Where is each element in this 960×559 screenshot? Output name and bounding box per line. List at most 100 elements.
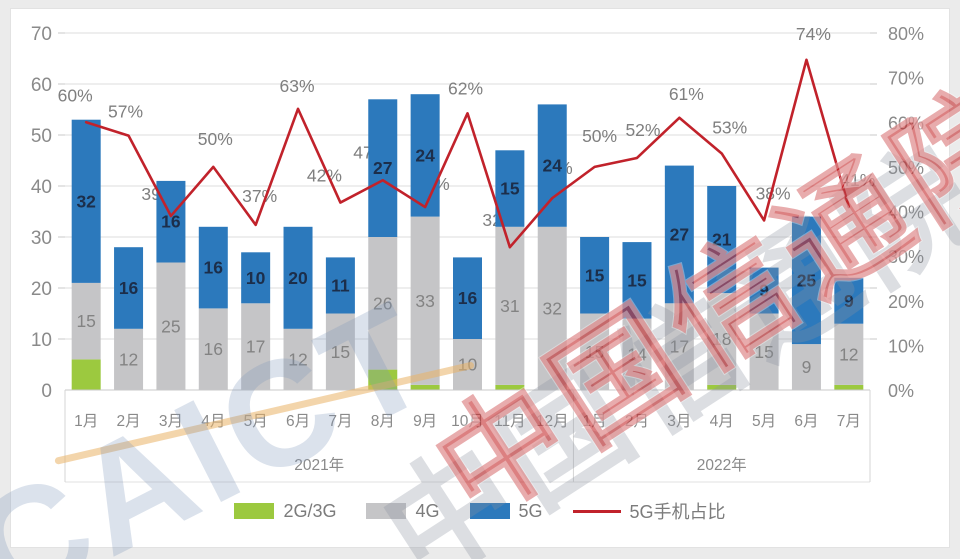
bar-value-label-4g: 32 <box>543 298 562 318</box>
bar-value-label-5g: 15 <box>500 179 520 199</box>
month-label: 1月 <box>583 413 607 430</box>
bar-value-label-4g: 15 <box>76 311 95 331</box>
percent-label: 53% <box>712 117 747 137</box>
legend-swatch-5g <box>469 503 510 519</box>
bar-segment-5g <box>622 242 652 319</box>
bar-value-label-5g: 21 <box>712 230 732 250</box>
bar-segment-5g <box>537 104 567 227</box>
bar-value-label-4g: 15 <box>331 342 350 362</box>
bar-value-label-4g: 16 <box>204 339 223 359</box>
bar-segment-4g <box>749 313 779 390</box>
right-axis-labels: 80% 70% 60% 50% 40% 30% 20% 10% 0% <box>888 24 924 401</box>
bar-segment-5g <box>325 257 355 314</box>
right-axis-tick-label: 10% <box>888 336 924 356</box>
chart-legend: 2G/3G 4G 5G 5G手机占比 <box>0 498 960 524</box>
legend-item-5g-share: 5G手机占比 <box>572 498 726 524</box>
bar-segment-5g <box>114 247 144 329</box>
percent-label: 52% <box>625 120 660 140</box>
month-label: 3月 <box>667 413 691 430</box>
month-labels: 1月 2月 3月 4月 5月 6月 7月 8月 9月 10月 11月 12月 1月 2月 3月 4月 5月 6月 7… <box>74 413 861 430</box>
bar-segment-5g <box>368 99 398 237</box>
bar-value-label-4g: 12 <box>288 349 307 369</box>
bar-value-label-5g: 11 <box>331 275 350 295</box>
bar-value-label-4g: 15 <box>754 342 773 362</box>
bar-segment-2g3g <box>368 369 398 390</box>
bar-value-label-4g: 18 <box>712 329 731 349</box>
bar-segment-5g <box>453 257 482 339</box>
percent-label: 61% <box>669 84 704 104</box>
bar-segment-5g <box>580 237 610 314</box>
legend-line-swatch-5g-share <box>572 509 621 513</box>
bar-value-label-5g: 10 <box>246 268 266 288</box>
bar-segment-4g <box>580 313 610 390</box>
bar-segment-2g3g <box>707 384 737 390</box>
bar-value-label-5g: 16 <box>161 212 181 232</box>
bar-segment-4g <box>707 293 737 385</box>
bar-segment-2g3g <box>495 384 525 390</box>
left-axis-tick-label: 50 <box>31 126 52 147</box>
percent-label: 41% <box>840 170 875 190</box>
year-label: 2022年 <box>697 456 747 474</box>
bar-segment-2g3g <box>834 384 864 390</box>
bar-value-label-5g: 24 <box>543 156 563 176</box>
month-label: 3月 <box>159 413 183 430</box>
legend-label-2g3g: 2G/3G <box>283 500 337 521</box>
percent-label: 50% <box>198 129 233 149</box>
percent-label: 42% <box>307 166 342 186</box>
month-label: 10月 <box>451 413 484 430</box>
percent-label: 74% <box>796 24 831 44</box>
month-label: 12月 <box>536 413 569 430</box>
bar-value-label-5g: 32 <box>76 191 96 211</box>
bar-value-label-5g: 27 <box>373 158 392 178</box>
month-label: 9月 <box>413 413 437 430</box>
right-axis-tick-label: 70% <box>888 69 924 89</box>
month-label: 5月 <box>244 413 268 430</box>
bars <box>71 94 864 390</box>
bar-segment-4g <box>368 237 398 370</box>
bar-segment-5g <box>791 216 821 345</box>
legend-label-5g-share: 5G手机占比 <box>629 502 726 522</box>
bar-value-label-4g: 31 <box>500 296 519 316</box>
bar-segment-4g <box>834 323 864 385</box>
right-axis-tick-label: 30% <box>888 247 924 267</box>
percent-label: 60% <box>58 85 93 105</box>
axis-frame <box>64 389 871 483</box>
bar-segment-5g <box>707 186 737 294</box>
legend-item-2g3g: 2G/3G <box>234 501 336 522</box>
bar-value-label-5g: 24 <box>415 145 435 165</box>
bar-value-label-5g: 20 <box>288 268 308 288</box>
bar-value-label-5g: 16 <box>119 278 139 298</box>
year-label: 2021年 <box>294 456 344 474</box>
left-axis-tick-label: 30 <box>31 228 52 249</box>
bar-segment-5g <box>71 119 101 283</box>
left-axis-tick-label: 40 <box>31 177 52 198</box>
percent-label: 50% <box>582 126 617 146</box>
right-axis-tick-label: 50% <box>888 158 924 178</box>
left-axis-tick-label: 0 <box>41 381 52 402</box>
bar-value-label-5g: 27 <box>670 224 689 244</box>
percent-label: 63% <box>280 76 315 96</box>
month-label: 5月 <box>752 413 776 430</box>
bar-segment-4g <box>664 303 694 390</box>
legend-label-4g: 4G <box>415 500 440 521</box>
percent-label: 37% <box>242 186 277 206</box>
month-label: 4月 <box>201 413 225 430</box>
bar-segment-5g <box>198 226 228 309</box>
month-label: 8月 <box>371 413 395 430</box>
bar-segment-5g <box>664 165 694 304</box>
left-axis-tick-label: 20 <box>31 279 52 300</box>
right-axis-tick-label: 60% <box>888 113 924 133</box>
left-axis-tick-label: 60 <box>31 75 52 96</box>
month-label: 6月 <box>794 413 818 430</box>
bar-segment-5g <box>156 180 186 263</box>
bar-value-label-4g: 25 <box>161 316 180 336</box>
bar-value-label-5g: 16 <box>204 258 224 278</box>
right-axis-tick-label: 0% <box>888 381 914 401</box>
bar-value-label-4g: 17 <box>670 337 689 357</box>
percent-label: 38% <box>756 183 791 203</box>
bar-segment-4g <box>537 226 567 390</box>
bar-value-label-4g: 12 <box>119 349 138 369</box>
month-label: 1月 <box>74 413 98 430</box>
bar-value-label-4g: 33 <box>415 291 434 311</box>
